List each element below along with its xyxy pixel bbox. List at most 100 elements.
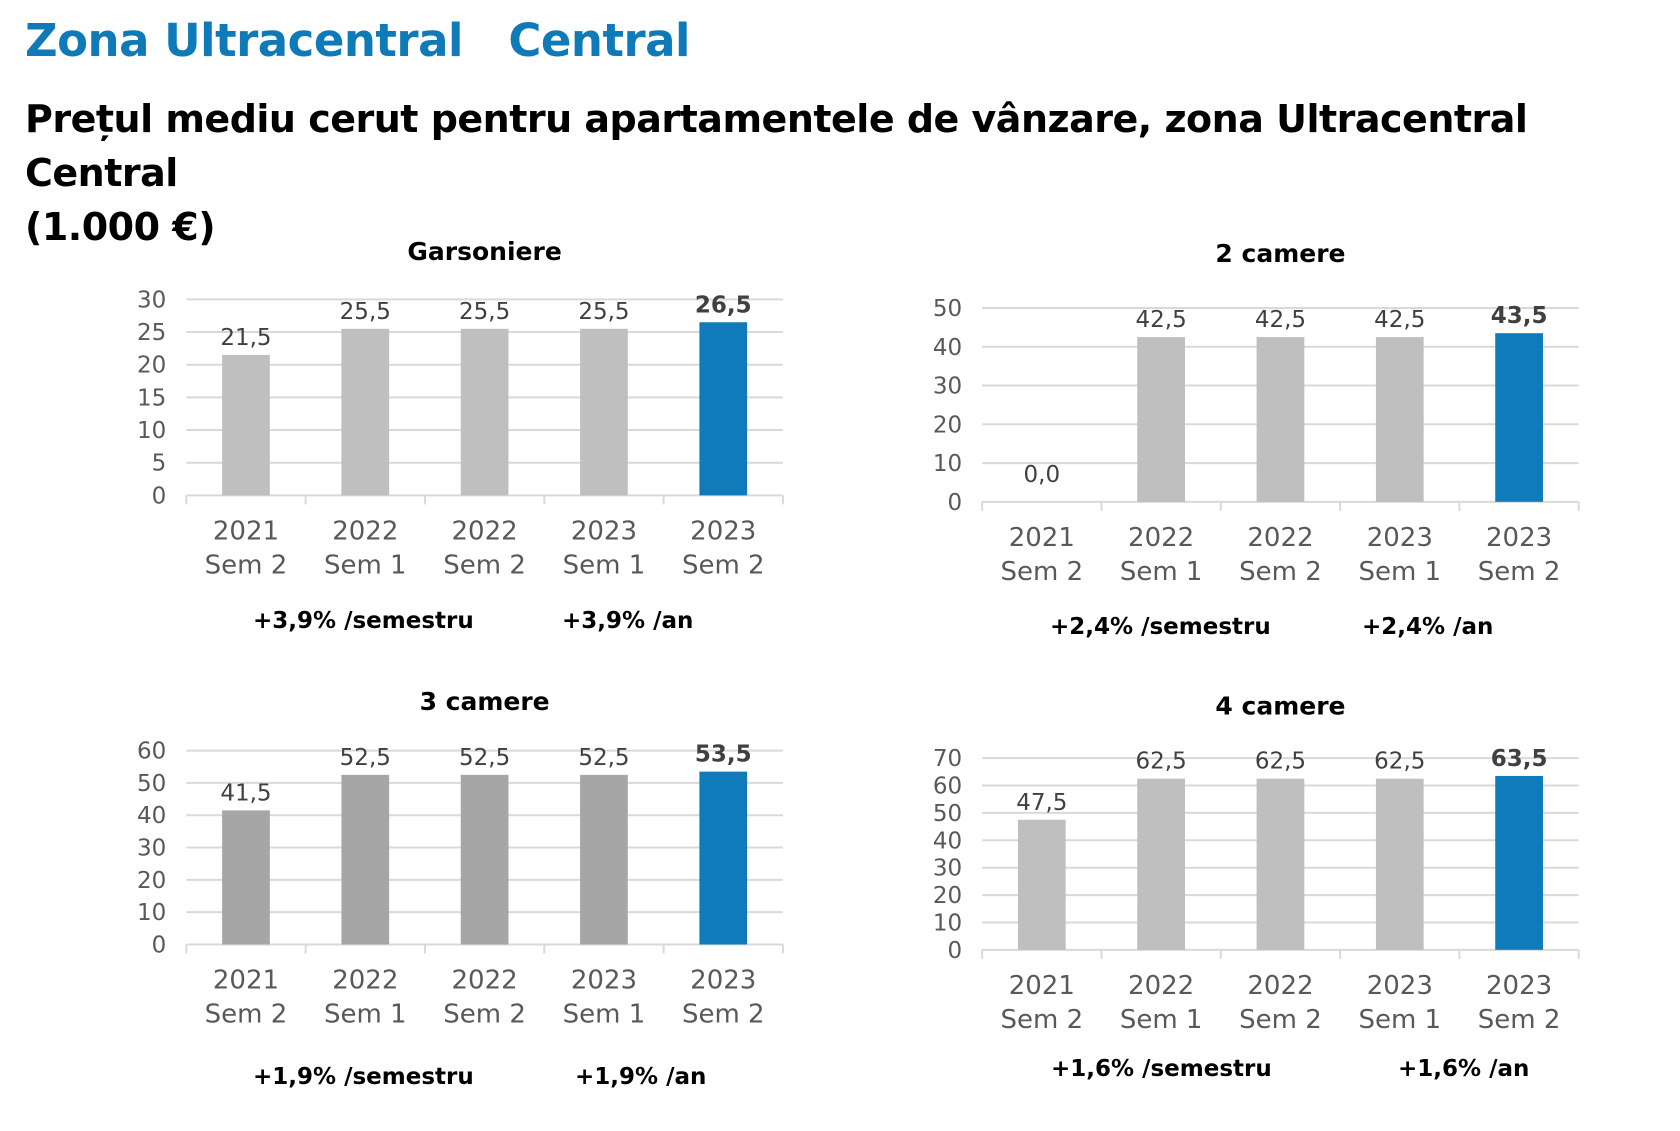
data-label-3-camere: 52,5 [459, 745, 510, 771]
x-category-semester: Sem 1 [563, 550, 646, 580]
x-category-year: 2023 [690, 516, 756, 546]
x-category-semester: Sem 2 [205, 999, 288, 1029]
chart-title-4-camere: 4 camere [1215, 691, 1345, 720]
x-category-semester: Sem 2 [1239, 1005, 1322, 1035]
bar-garsoniere [699, 322, 748, 496]
x-category-year: 2023 [571, 965, 637, 995]
data-label-2-camere: 43,5 [1491, 303, 1548, 329]
bar-2-camere [1137, 337, 1186, 502]
x-category-semester: Sem 1 [563, 999, 646, 1029]
bar-3-camere [222, 810, 270, 945]
x-category-year: 2021 [213, 965, 279, 995]
data-label-3-camere: 52,5 [340, 745, 391, 771]
bar-3-camere [699, 771, 748, 945]
bar-4-camere [1495, 775, 1543, 950]
x-category-semester: Sem 1 [1120, 557, 1203, 587]
x-category-semester: Sem 2 [1000, 1005, 1083, 1035]
data-label-4-camere: 47,5 [1016, 790, 1067, 816]
zone-title: Zona Ultracentral Central [25, 14, 690, 67]
x-category-year: 2022 [332, 516, 398, 546]
x-category-semester: Sem 1 [324, 550, 407, 580]
x-category-semester: Sem 2 [1000, 557, 1083, 587]
x-category-year: 2023 [1367, 523, 1433, 553]
x-category-semester: Sem 1 [1358, 557, 1441, 587]
bar-garsoniere [580, 328, 628, 496]
x-category-semester: Sem 2 [1478, 1005, 1561, 1035]
data-label-2-camere: 42,5 [1255, 307, 1306, 333]
y-tick-label: 0 [948, 938, 963, 964]
y-tick-label: 60 [137, 739, 166, 765]
x-category-semester: Sem 2 [1239, 557, 1322, 587]
data-label-2-camere: 0,0 [1024, 462, 1061, 488]
data-label-2-camere: 42,5 [1136, 307, 1187, 333]
page-title: Prețul mediu cerut pentru apartamentele … [25, 97, 1528, 249]
x-category-year: 2023 [1367, 971, 1433, 1001]
data-label-4-camere: 63,5 [1491, 746, 1548, 772]
x-category-semester: Sem 2 [205, 550, 288, 580]
bar-2-camere [1495, 333, 1543, 502]
data-label-garsoniere: 26,5 [695, 292, 752, 318]
x-category-year: 2022 [1247, 523, 1313, 553]
chart-title-garsoniere: Garsoniere [407, 237, 561, 266]
y-tick-label: 30 [933, 856, 962, 882]
data-label-4-camere: 62,5 [1255, 749, 1306, 775]
x-category-semester: Sem 1 [1120, 1005, 1203, 1035]
x-category-year: 2023 [690, 965, 756, 995]
data-label-garsoniere: 25,5 [578, 299, 629, 325]
y-tick-label: 0 [152, 483, 167, 509]
y-tick-label: 40 [137, 803, 166, 829]
growth-semester-3-camere: +1,9% /semestru [253, 1064, 474, 1090]
growth-year-2-camere: +2,4% /an [1362, 614, 1494, 640]
growth-semester-garsoniere: +3,9% /semestru [253, 608, 474, 634]
data-label-3-camere: 53,5 [695, 742, 752, 768]
x-category-year: 2023 [571, 516, 637, 546]
x-category-year: 2022 [452, 965, 518, 995]
x-category-year: 2023 [1486, 523, 1552, 553]
x-category-semester: Sem 1 [324, 999, 407, 1029]
bar-4-camere [1137, 778, 1186, 950]
data-label-2-camere: 42,5 [1374, 307, 1425, 333]
bar-4-camere [1256, 778, 1305, 950]
x-category-semester: Sem 2 [682, 550, 765, 580]
y-tick-label: 20 [137, 353, 166, 379]
data-label-4-camere: 62,5 [1136, 749, 1187, 775]
x-category-semester: Sem 1 [1358, 1005, 1441, 1035]
y-tick-label: 10 [137, 900, 166, 926]
x-category-year: 2021 [1009, 971, 1075, 1001]
y-tick-label: 5 [152, 451, 167, 477]
y-tick-label: 20 [137, 868, 166, 894]
y-tick-label: 10 [933, 910, 962, 936]
y-tick-label: 50 [933, 296, 962, 322]
data-label-garsoniere: 25,5 [459, 299, 510, 325]
growth-year-garsoniere: +3,9% /an [562, 608, 694, 634]
x-category-year: 2022 [332, 965, 398, 995]
y-tick-label: 50 [137, 771, 166, 797]
chart-title-2-camere: 2 camere [1215, 239, 1345, 268]
bar-4-camere [1375, 778, 1424, 950]
bar-garsoniere [341, 328, 390, 496]
data-label-4-camere: 62,5 [1374, 749, 1425, 775]
x-category-year: 2023 [1486, 971, 1552, 1001]
y-tick-label: 60 [933, 774, 962, 800]
data-label-3-camere: 52,5 [578, 745, 629, 771]
x-category-year: 2022 [1247, 971, 1313, 1001]
data-label-3-camere: 41,5 [220, 780, 271, 806]
y-tick-label: 0 [152, 932, 167, 958]
y-tick-label: 70 [933, 746, 962, 772]
bar-2-camere [1256, 337, 1305, 502]
y-tick-label: 10 [933, 451, 962, 477]
y-tick-label: 0 [948, 490, 963, 516]
y-tick-label: 50 [933, 801, 962, 827]
bar-4-camere [1017, 819, 1066, 950]
x-category-year: 2022 [452, 516, 518, 546]
bar-3-camere [580, 774, 628, 945]
x-category-semester: Sem 2 [443, 999, 526, 1029]
y-tick-label: 40 [933, 828, 962, 854]
x-category-year: 2022 [1128, 971, 1194, 1001]
y-tick-label: 30 [137, 836, 166, 862]
x-category-semester: Sem 2 [1478, 557, 1561, 587]
growth-year-4-camere: +1,6% /an [1398, 1056, 1530, 1082]
bar-3-camere [460, 774, 509, 945]
x-category-year: 2021 [1009, 523, 1075, 553]
